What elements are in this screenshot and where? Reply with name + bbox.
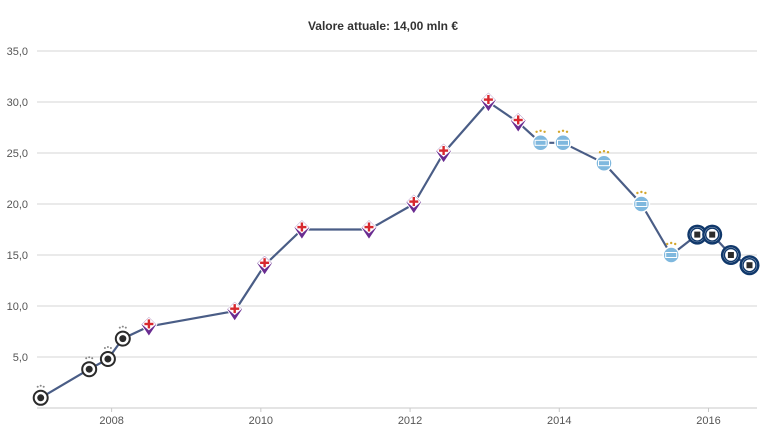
data-point-mancity[interactable] bbox=[595, 150, 613, 172]
data-point-mancity[interactable] bbox=[531, 129, 550, 152]
grid-lines bbox=[37, 50, 757, 409]
data-point-fiorentina[interactable] bbox=[226, 300, 244, 323]
data-point-partizan[interactable] bbox=[81, 356, 98, 378]
x-tick-label: 2014 bbox=[547, 415, 571, 427]
y-tick-label: 5,0 bbox=[13, 352, 28, 364]
y-tick-label: 10,0 bbox=[7, 301, 28, 313]
series-line bbox=[40, 100, 751, 399]
y-tick-label: 15,0 bbox=[7, 250, 28, 262]
data-point-partizan[interactable] bbox=[114, 325, 131, 347]
data-point-fiorentina[interactable] bbox=[140, 315, 158, 338]
data-points bbox=[32, 91, 760, 406]
x-tick-label: 2008 bbox=[99, 415, 123, 427]
y-tick-label: 30,0 bbox=[7, 97, 28, 109]
y-tick-label: 20,0 bbox=[7, 199, 28, 211]
data-point-fiorentina[interactable] bbox=[479, 91, 498, 113]
data-point-fiorentina[interactable] bbox=[405, 193, 423, 215]
data-point-inter[interactable] bbox=[702, 224, 723, 245]
data-point-inter[interactable] bbox=[739, 255, 760, 276]
y-tick-label: 25,0 bbox=[7, 148, 28, 160]
data-point-fiorentina[interactable] bbox=[434, 142, 453, 164]
data-point-mancity[interactable] bbox=[632, 190, 651, 213]
x-tick-label: 2010 bbox=[249, 415, 273, 427]
data-point-mancity[interactable] bbox=[662, 241, 680, 264]
data-point-mancity[interactable] bbox=[554, 129, 572, 152]
data-point-partizan[interactable] bbox=[99, 346, 116, 367]
data-point-fiorentina[interactable] bbox=[509, 111, 527, 134]
chart-title: Valore attuale: 14,00 mln € bbox=[308, 19, 458, 33]
data-point-fiorentina[interactable] bbox=[293, 218, 311, 241]
data-point-inter[interactable] bbox=[720, 245, 741, 265]
x-tick-label: 2016 bbox=[696, 415, 720, 427]
x-tick-label: 2012 bbox=[398, 415, 422, 427]
y-tick-label: 35,0 bbox=[7, 46, 28, 58]
data-point-partizan[interactable] bbox=[32, 384, 49, 406]
x-axis-ticks: 2008 2010 2012 2014 2016 bbox=[99, 408, 721, 427]
data-point-fiorentina[interactable] bbox=[360, 218, 378, 241]
data-point-fiorentina[interactable] bbox=[255, 254, 274, 277]
y-axis-ticks: 5,0 10,0 15,0 20,0 25,0 30,0 35,0 bbox=[7, 46, 28, 364]
